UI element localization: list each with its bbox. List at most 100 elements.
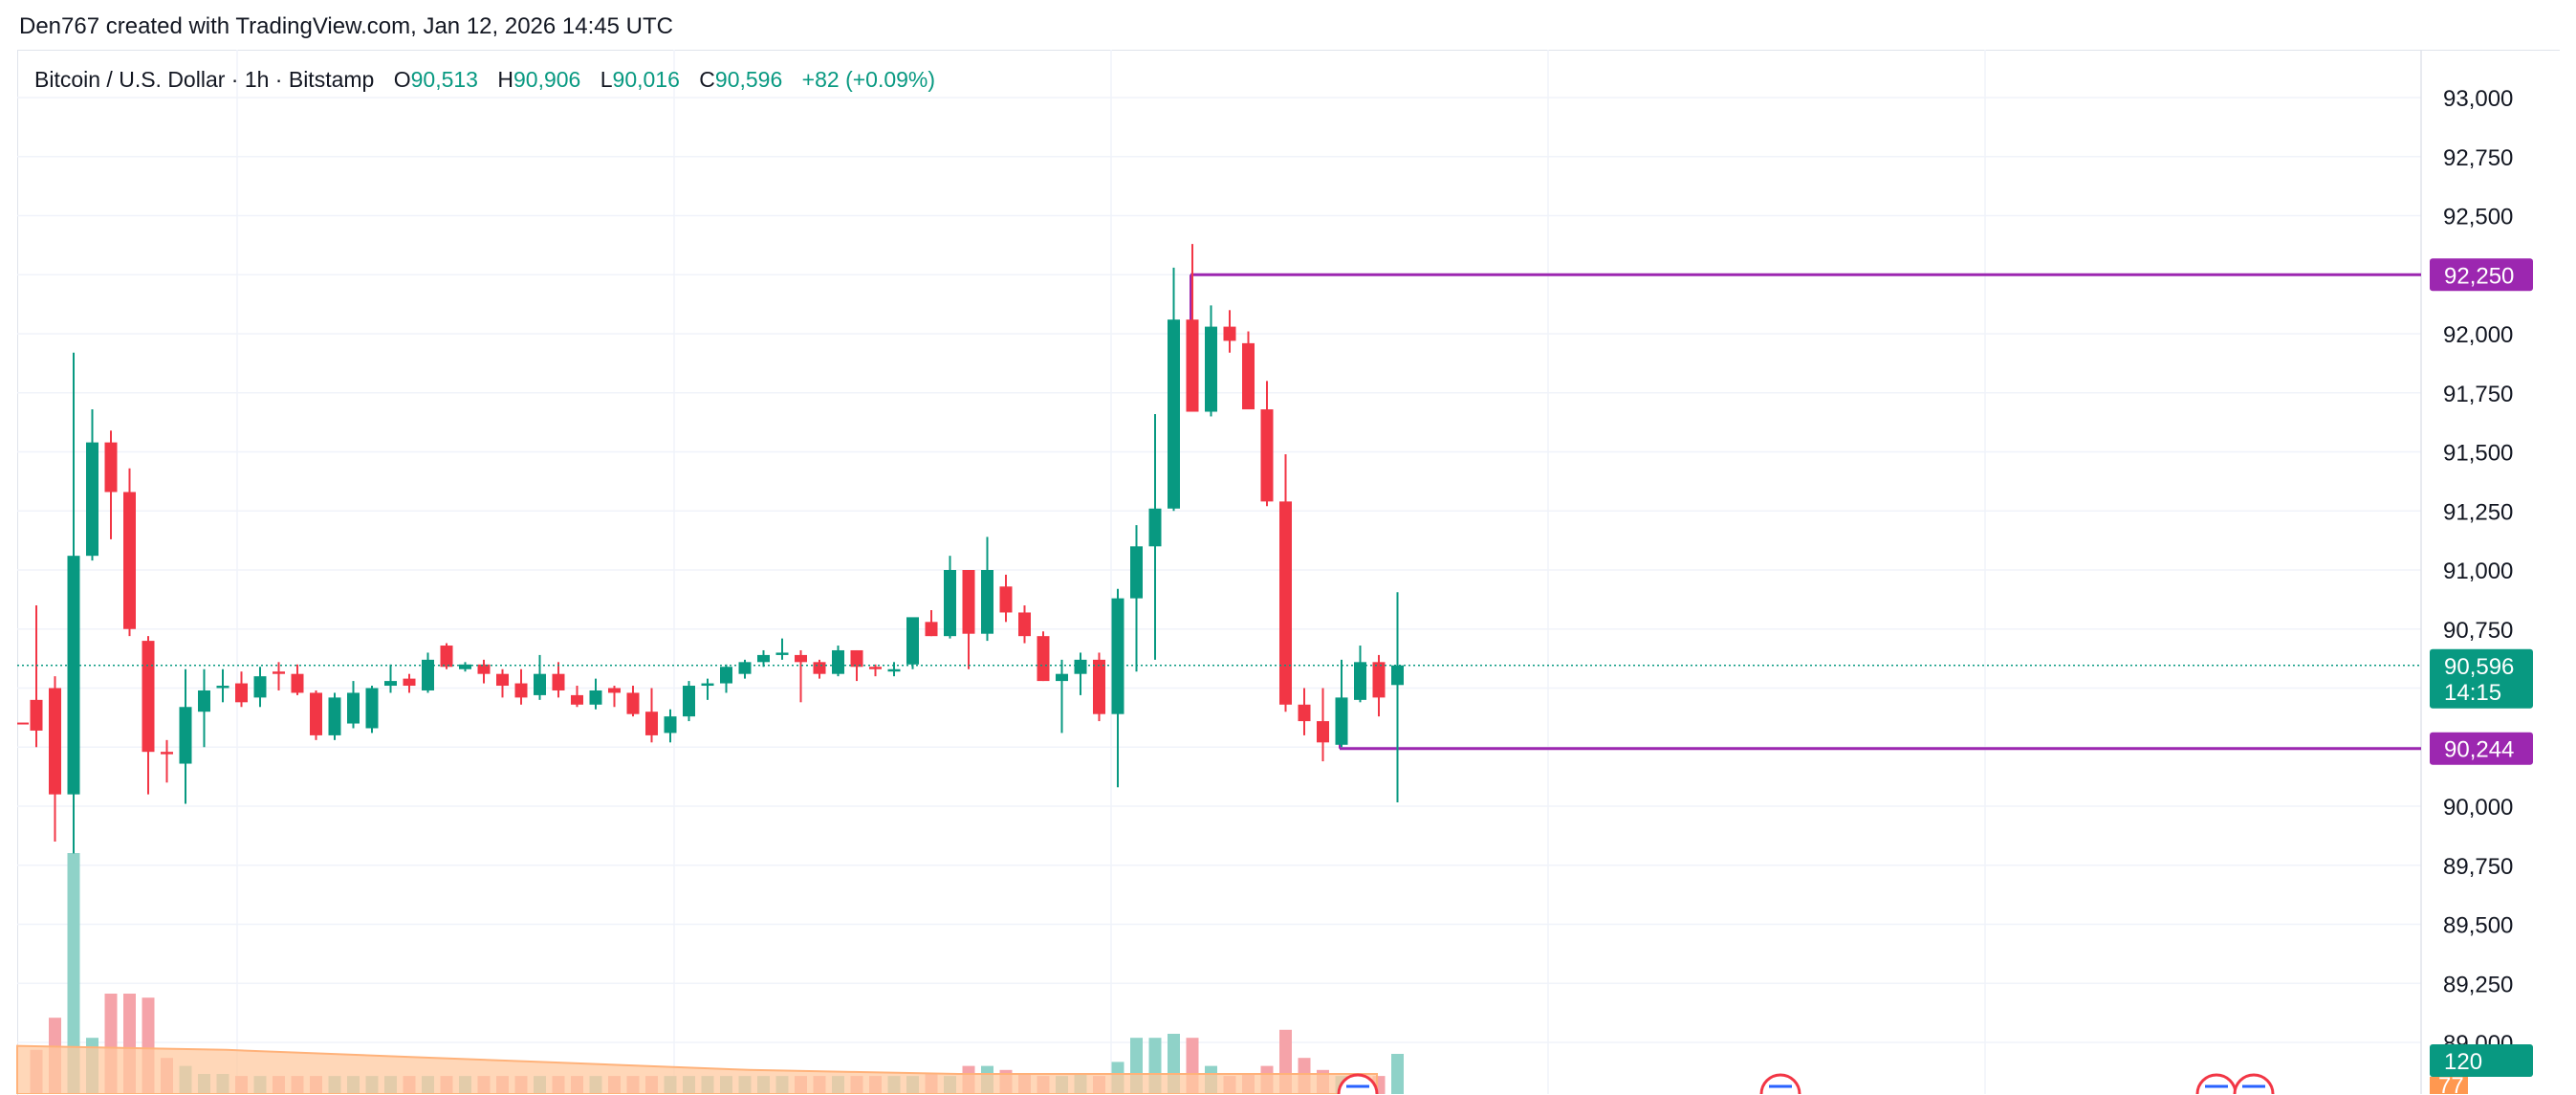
candle xyxy=(1037,631,1050,682)
candle-body xyxy=(664,716,677,734)
candle-body xyxy=(161,752,173,755)
price-axis-tick-label: 89,750 xyxy=(2443,854,2513,880)
candle-body xyxy=(738,662,752,674)
candle-body xyxy=(757,654,770,663)
candle-body xyxy=(328,697,341,735)
price-tag-last-text: 90,596 xyxy=(2444,654,2514,680)
price-axis-tick-label: 90,000 xyxy=(2443,795,2513,821)
candle xyxy=(1391,592,1404,803)
candle-body xyxy=(850,649,863,668)
candle xyxy=(738,659,752,679)
event-flag-icon-ring xyxy=(2233,1073,2275,1094)
candle-body xyxy=(123,492,136,629)
volume-tag: 120 xyxy=(2430,1044,2533,1077)
candle xyxy=(552,662,565,698)
symbol-legend[interactable]: Bitcoin / U.S. Dollar · 1h · Bitstamp O9… xyxy=(34,67,935,93)
legend-open-label: O xyxy=(393,67,411,92)
price-axis-tick-label: 92,500 xyxy=(2443,205,2513,230)
candle-body xyxy=(720,667,732,684)
price-axis-tick-label: 91,500 xyxy=(2443,441,2513,467)
candle xyxy=(869,664,882,677)
candle-body xyxy=(925,622,938,637)
price-tag-90244: 90,244 xyxy=(2430,732,2533,765)
candle-body xyxy=(1372,662,1386,698)
candle xyxy=(496,668,509,698)
price-axis-tick-label: 92,000 xyxy=(2443,322,2513,348)
price-axis-tick-label: 90,750 xyxy=(2443,618,2513,644)
event-flag-icon xyxy=(2195,1073,2238,1094)
candle-body xyxy=(1223,326,1236,341)
volume-ma-tag-bg xyxy=(2430,1077,2468,1094)
candle xyxy=(962,570,975,669)
candle xyxy=(123,468,136,637)
candle-body xyxy=(67,556,80,795)
candle xyxy=(235,671,248,708)
candle xyxy=(608,686,621,708)
event-flag-icon-ring xyxy=(2195,1073,2238,1094)
candle xyxy=(757,649,770,668)
candle-body xyxy=(459,664,471,669)
candle xyxy=(1279,453,1292,712)
candle-body xyxy=(198,690,210,712)
candle-body xyxy=(1298,704,1311,722)
chart-panel[interactable] xyxy=(17,50,2560,1095)
candle xyxy=(887,662,901,677)
legend-close-label: C xyxy=(699,67,715,92)
candle-body xyxy=(365,688,379,729)
candle xyxy=(1354,646,1366,703)
candle-body xyxy=(589,690,602,705)
candle-body xyxy=(403,678,416,687)
legend-low-label: L xyxy=(600,67,613,92)
event-flag-icon xyxy=(1759,1073,1801,1094)
candle-body xyxy=(1335,697,1348,745)
price-axis-tick-label: 91,000 xyxy=(2443,558,2513,584)
candle xyxy=(645,688,658,743)
price-tag-last-text: 14:15 xyxy=(2444,680,2501,706)
candle xyxy=(1186,244,1199,412)
price-tag-92250-text: 92,250 xyxy=(2444,263,2514,289)
candle xyxy=(365,686,379,734)
price-tag-92250-bg xyxy=(2430,258,2533,292)
volume-tag-text: 120 xyxy=(2444,1049,2482,1075)
candle xyxy=(1168,267,1180,512)
candle-body xyxy=(1186,319,1199,412)
candle xyxy=(514,668,528,705)
candle xyxy=(664,709,677,743)
candle xyxy=(813,659,826,679)
price-axis-tick-label: 89,500 xyxy=(2443,913,2513,939)
volume-ma-tag-text: 77 xyxy=(2438,1073,2464,1094)
candle xyxy=(273,662,285,690)
candle xyxy=(1317,688,1329,762)
candle-body xyxy=(514,683,528,698)
candle-body xyxy=(1056,673,1068,682)
candle-body xyxy=(1279,501,1292,705)
candle xyxy=(1260,381,1274,507)
candle-body xyxy=(1168,319,1180,509)
candle-body xyxy=(1111,598,1124,714)
volume-bar xyxy=(1391,1054,1404,1094)
candle xyxy=(571,686,583,708)
candle-body xyxy=(1018,612,1031,637)
candle xyxy=(161,739,173,783)
candle xyxy=(291,664,304,695)
candle xyxy=(459,662,471,672)
candle-body xyxy=(571,694,583,705)
candle xyxy=(1093,652,1105,722)
candle xyxy=(775,638,789,660)
candle-body xyxy=(608,688,621,693)
legend-high-label: H xyxy=(497,67,513,92)
candle-body xyxy=(179,707,192,764)
candle xyxy=(925,609,938,637)
candle-body xyxy=(142,641,155,753)
candle xyxy=(701,678,714,700)
candle-body xyxy=(347,692,360,724)
candle xyxy=(86,409,98,561)
legend-symbol: Bitcoin / U.S. Dollar · 1h · Bitstamp xyxy=(34,67,375,92)
candle xyxy=(253,667,267,708)
price-axis-tick-label: 91,250 xyxy=(2443,499,2513,525)
candle xyxy=(981,537,993,642)
grid xyxy=(17,50,2422,1094)
volume-ma xyxy=(16,1044,1378,1094)
candle-body xyxy=(626,692,640,714)
